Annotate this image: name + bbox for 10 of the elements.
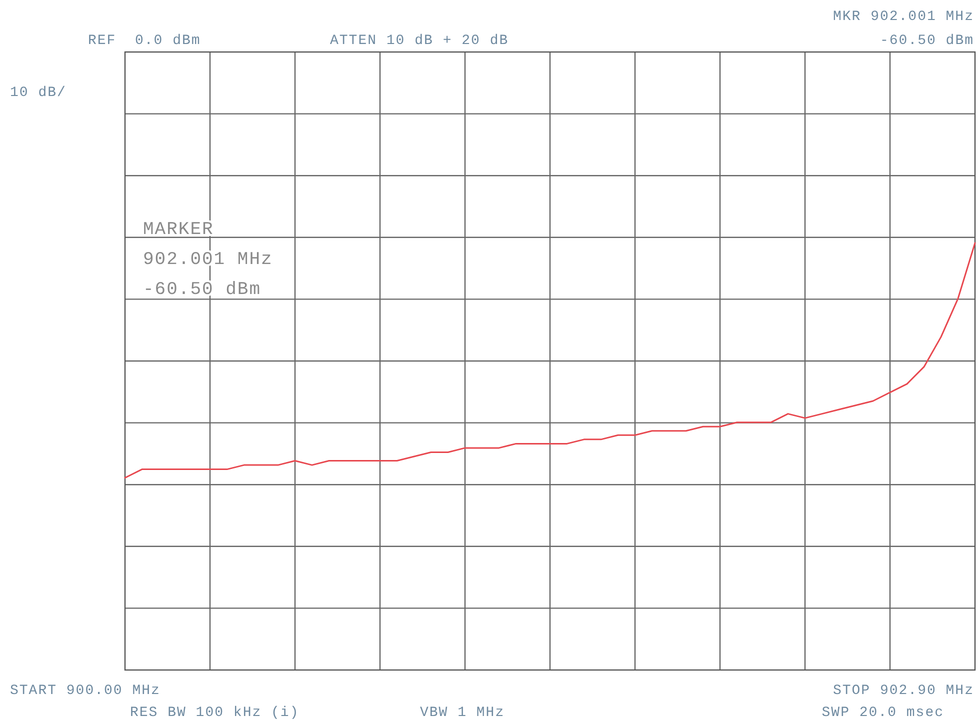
text: SWP 20.0 msec — [822, 705, 944, 721]
text: 10 dB/ — [10, 85, 66, 101]
text: ATTEN 10 dB + 20 dB — [330, 33, 509, 49]
text: RES BW 100 kHz (i) — [130, 705, 300, 721]
text: MKR 902.001 MHz — [832, 9, 974, 25]
text: STOP 902.90 MHz — [832, 683, 974, 699]
text: VBW 1 MHz — [420, 705, 505, 721]
text: START 900.00 MHz — [10, 683, 160, 699]
text: REF 0.0 dBm — [88, 33, 201, 49]
text: -60.50 dBm — [880, 33, 974, 49]
